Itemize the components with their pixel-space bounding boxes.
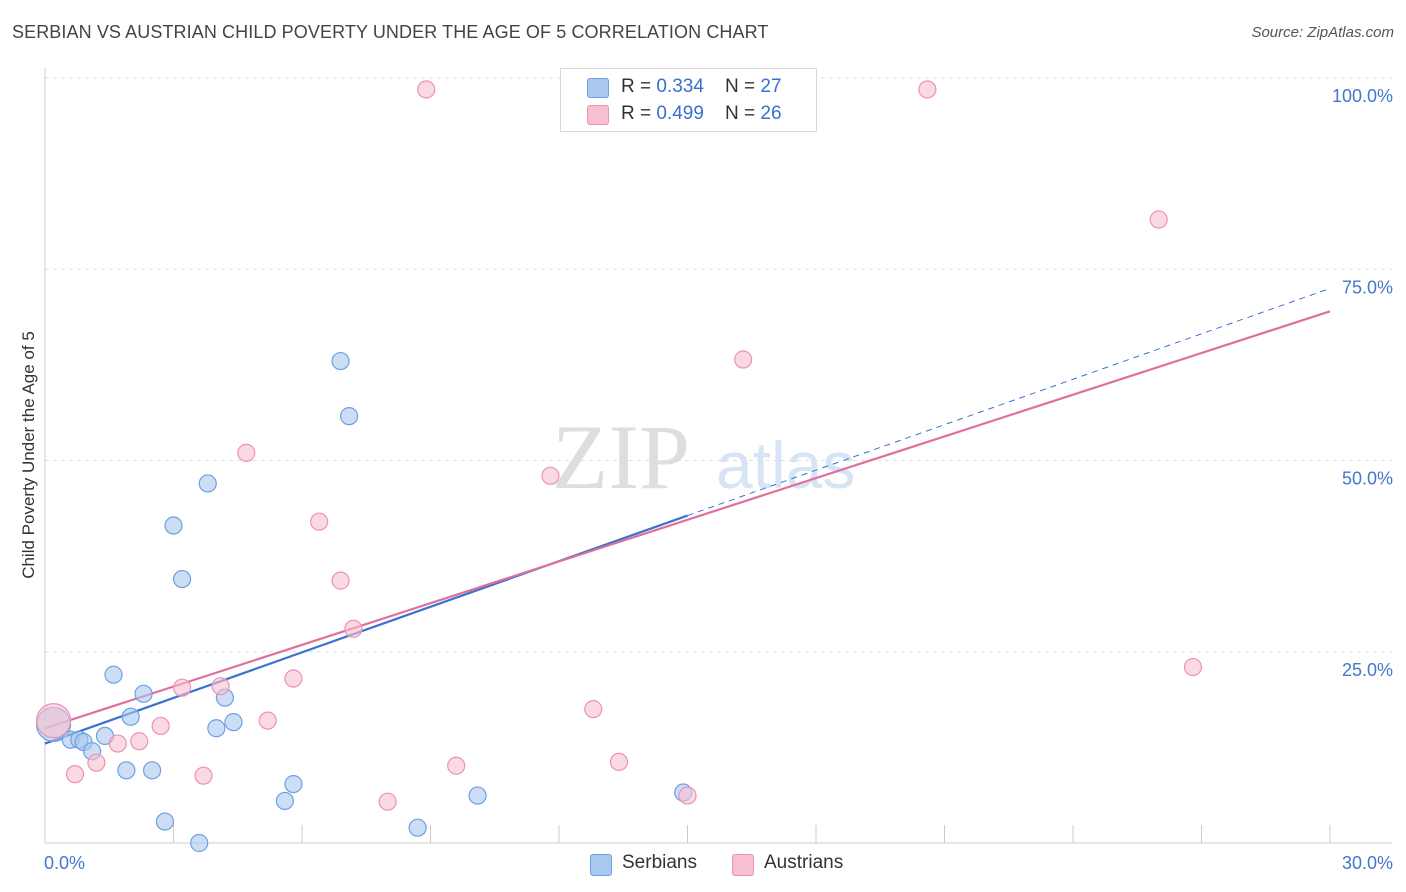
- serbians-point: [164, 516, 183, 535]
- data-points: [35, 76, 1203, 853]
- serbians-point: [190, 833, 209, 853]
- austrians-point: [87, 753, 106, 772]
- austrians-point: [918, 80, 937, 99]
- y-tick-label: 50.0%: [1342, 469, 1393, 489]
- austrians-point: [344, 619, 363, 638]
- chart-title: SERBIAN VS AUSTRIAN CHILD POVERTY UNDER …: [12, 22, 769, 42]
- austrians-point: [1183, 657, 1203, 677]
- austrians-stats: R = 0.499 N = 26: [621, 103, 782, 124]
- y-tick-label: 25.0%: [1342, 660, 1393, 680]
- austrians-point: [172, 678, 192, 697]
- serbians-point: [134, 684, 153, 703]
- austrians-point: [258, 711, 277, 730]
- serbians-point: [331, 351, 350, 371]
- x-tick-label: 30.0%: [1342, 853, 1393, 873]
- serbians-point: [117, 761, 136, 780]
- serbians-point: [340, 407, 359, 426]
- serbians-point: [198, 474, 217, 493]
- serbians-stats: R = 0.334 N = 27: [621, 76, 782, 97]
- serbians-point: [172, 569, 192, 589]
- austrians-point: [541, 466, 560, 485]
- austrians-point: [237, 443, 256, 462]
- y-axis-label: Child Poverty Under the Age of 5: [19, 331, 38, 579]
- austrians-legend-label: Austrians: [764, 852, 844, 873]
- austrians-point: [417, 80, 436, 99]
- serbians-point: [104, 665, 123, 684]
- watermark-atlas: atlas: [716, 428, 855, 502]
- austrians-point: [331, 571, 350, 590]
- austrians-point: [211, 677, 230, 696]
- serbians-legend-swatch: [590, 854, 612, 876]
- austrians-point: [130, 732, 149, 751]
- austrians-point: [447, 756, 466, 775]
- austrians-swatch: [587, 105, 609, 125]
- serbians-point: [121, 707, 140, 726]
- serbians-point: [408, 818, 427, 837]
- serbians-point: [207, 719, 226, 738]
- austrians-point: [284, 669, 303, 688]
- austrians-point: [35, 702, 72, 739]
- austrians-point: [108, 734, 127, 753]
- serbians-legend-label: Serbians: [622, 852, 697, 873]
- gridlines: [45, 77, 1392, 653]
- serbians-point: [142, 761, 162, 780]
- austrians-point: [1149, 210, 1168, 229]
- austrians-point: [678, 786, 697, 805]
- austrians-point: [734, 350, 753, 369]
- y-tick-label: 100.0%: [1332, 86, 1393, 106]
- x-tick-label: 0.0%: [44, 853, 85, 873]
- watermark-zip: ZIP: [552, 406, 690, 508]
- serbians-point: [468, 786, 487, 805]
- austrians-point: [65, 765, 85, 784]
- austrians-point: [310, 512, 329, 531]
- austrians-point: [194, 766, 213, 785]
- austrians-point: [378, 792, 397, 811]
- serbians-point: [155, 812, 175, 831]
- stats-legend: R = 0.334 N = 27 R = 0.499 N = 26: [560, 68, 817, 132]
- austrians-trendline: [44, 310, 1331, 730]
- trendlines: [44, 287, 1331, 745]
- austrians-point: [609, 752, 629, 772]
- serbians-trendline-extension: [687, 287, 1331, 517]
- serbians-point: [224, 713, 243, 732]
- y-tick-label: 75.0%: [1342, 277, 1393, 297]
- source-label: Source: ZipAtlas.com: [1251, 24, 1394, 41]
- austrians-point: [584, 700, 603, 719]
- serbians-swatch: [587, 78, 609, 98]
- serbians-point: [284, 774, 303, 794]
- serbians-point: [275, 791, 294, 811]
- tick-labels: 25.0% 50.0% 75.0% 100.0% 0.0% 30.0%: [44, 86, 1393, 873]
- austrians-point: [151, 716, 170, 736]
- austrians-legend-swatch: [732, 854, 754, 876]
